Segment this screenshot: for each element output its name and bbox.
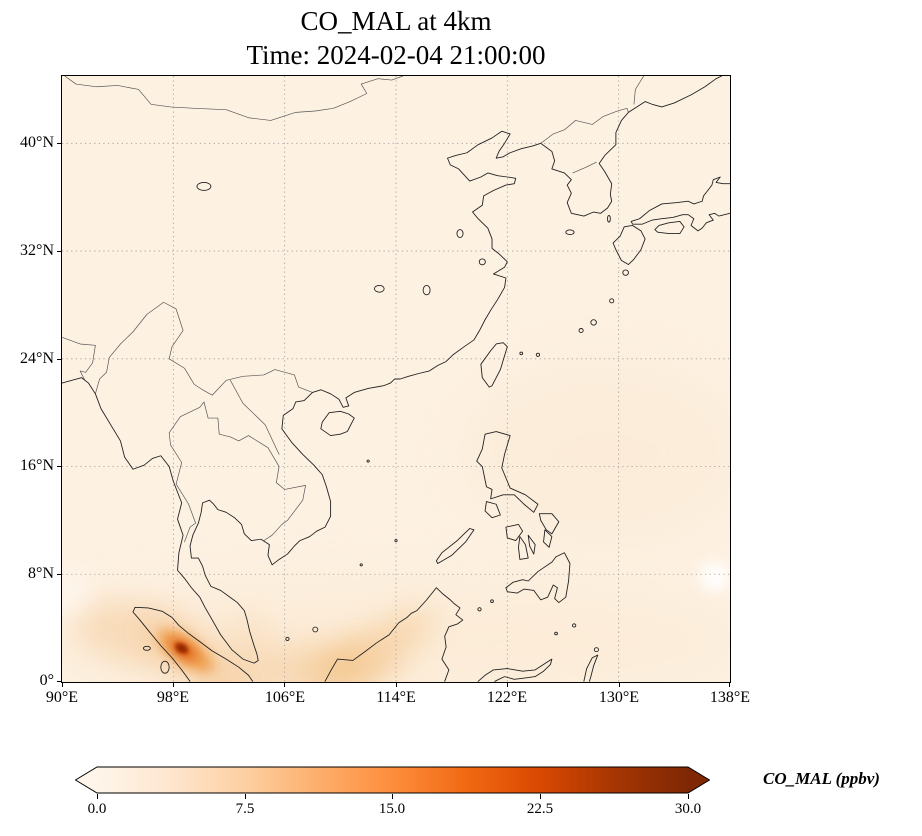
x-tick-mark [62,682,63,687]
island-panay [505,524,524,542]
island-negros [518,536,529,560]
island-honshu [630,176,730,232]
border-dmz [572,161,597,174]
island-hainan [320,410,355,436]
x-tick-mark [729,682,730,687]
y-tick-mark [57,574,62,575]
y-tick-label: 24°N [20,350,54,367]
lakes [196,181,486,296]
y-tick-label: 8°N [28,565,54,582]
colorbar-label: CO_MAL (ppbv) [763,769,880,788]
y-tick-mark [57,681,62,682]
colorbar-tick-label: 7.5 [235,801,255,817]
colorbar-tick-label: 22.5 [526,801,554,817]
island-halmahera [583,654,599,682]
x-tick-mark [507,682,508,687]
lake-taihu [478,258,486,266]
island-kyushu [612,225,646,265]
island-jeju [565,229,575,235]
island-simeulue [142,645,151,651]
coast-mainland-asia [62,76,723,664]
plume-borneo-coast [307,649,374,682]
y-tick-label: 40°N [20,134,54,151]
y-tick-label: 0° [39,672,54,689]
x-tick-label: 138°E [709,689,751,706]
x-tick-mark [619,682,620,687]
island-luzon [476,431,539,513]
island-palawan [435,528,475,564]
y-tick-mark [57,359,62,360]
lake-dongting [373,284,385,293]
y-tick-mark [57,466,62,467]
island-mindanao [505,552,571,603]
map-plot [61,75,731,683]
island-sulawesi-north-arm [477,658,553,682]
colorbar-tick-mark [245,794,246,799]
x-tick-label: 122°E [486,689,528,706]
x-tick-mark [284,682,285,687]
x-tick-label: 98°E [156,689,190,706]
x-tick-label: 106°E [264,689,306,706]
y-tick-label: 32°N [20,242,54,259]
island-anambas [285,636,290,641]
lake-qinghai [196,181,212,191]
y-tick-mark [57,143,62,144]
colorbar-tick-mark [392,794,393,799]
border-russia-china [633,76,645,105]
y-tick-label: 16°N [20,457,54,474]
x-tick-mark [173,682,174,687]
lake-poyang [422,284,431,296]
island-tsushima [607,214,611,223]
island-natuna [312,626,319,633]
zero-spot-east [699,562,730,592]
small-islands [142,214,629,674]
border-mongolia [64,76,404,121]
island-taiwan [480,342,508,388]
lake-hongze [456,229,464,239]
colorbar [74,766,711,794]
island-leyte [543,529,553,548]
border-bangladesh [62,336,96,380]
colorbar-tick-mark [97,794,98,799]
x-tick-label: 90°E [45,689,79,706]
colorbar-tick-label: 15.0 [378,801,406,817]
figure-title-block: CO_MAL at 4km Time: 2024-02-04 21:00:00 [62,4,730,72]
x-tick-label: 130°E [598,689,640,706]
figure-time-subtitle: Time: 2024-02-04 21:00:00 [246,40,546,70]
y-tick-mark [57,251,62,252]
colorbar-tick-mark [688,794,689,799]
colorbar-tick-label: 0.0 [87,801,107,817]
island-borneo [324,587,464,682]
island-shikoku [654,221,685,234]
border-china-south [95,301,313,396]
border-korea-china [540,107,629,144]
plume-peninsula [222,614,273,682]
figure-title: CO_MAL at 4km [300,6,492,36]
colorbar-tick-label: 30.0 [674,801,702,817]
border-vietnam-laos [230,380,280,455]
hotspot-max [177,645,186,651]
island-cebu [527,534,536,555]
zero-spot-west [62,576,88,615]
map-canvas [62,76,730,682]
island-samar [538,513,560,535]
x-tick-label: 114°E [376,689,416,706]
colorbar-tick-mark [540,794,541,799]
colorbar-gradient [74,766,711,794]
island-nias [160,660,170,674]
coastline-layer [62,76,730,682]
faint-wash-east [465,365,730,541]
border-indochina [168,401,306,543]
island-sumatra [132,606,254,682]
border-layer [62,76,645,543]
colorbar-arrow-bar [74,766,711,794]
island-mindoro [484,501,501,519]
x-tick-mark [396,682,397,687]
